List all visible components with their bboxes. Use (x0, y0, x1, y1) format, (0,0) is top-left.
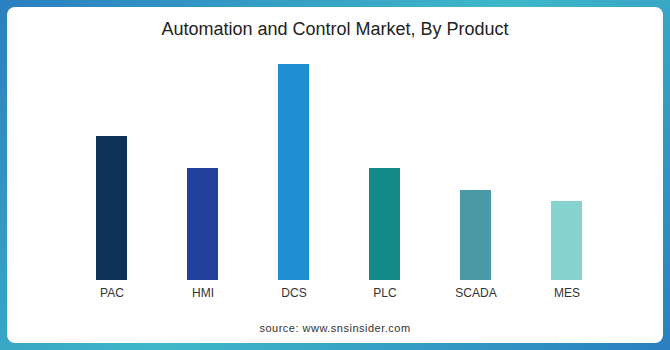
html-text:source: www.snsinsider.com: source: www.snsinsider.com (259, 322, 411, 334)
svg-text:HMI: HMI (192, 286, 214, 300)
svg-text:PAC: PAC (100, 286, 124, 300)
svg-text:MES: MES (554, 286, 580, 300)
svg-text:PLC: PLC (373, 286, 397, 300)
svg-text:SCADA: SCADA (455, 286, 496, 300)
svg-text:DCS: DCS (281, 286, 306, 300)
html-text:Automation and Control Market,: Automation and Control Market, By Produc… (161, 19, 509, 39)
